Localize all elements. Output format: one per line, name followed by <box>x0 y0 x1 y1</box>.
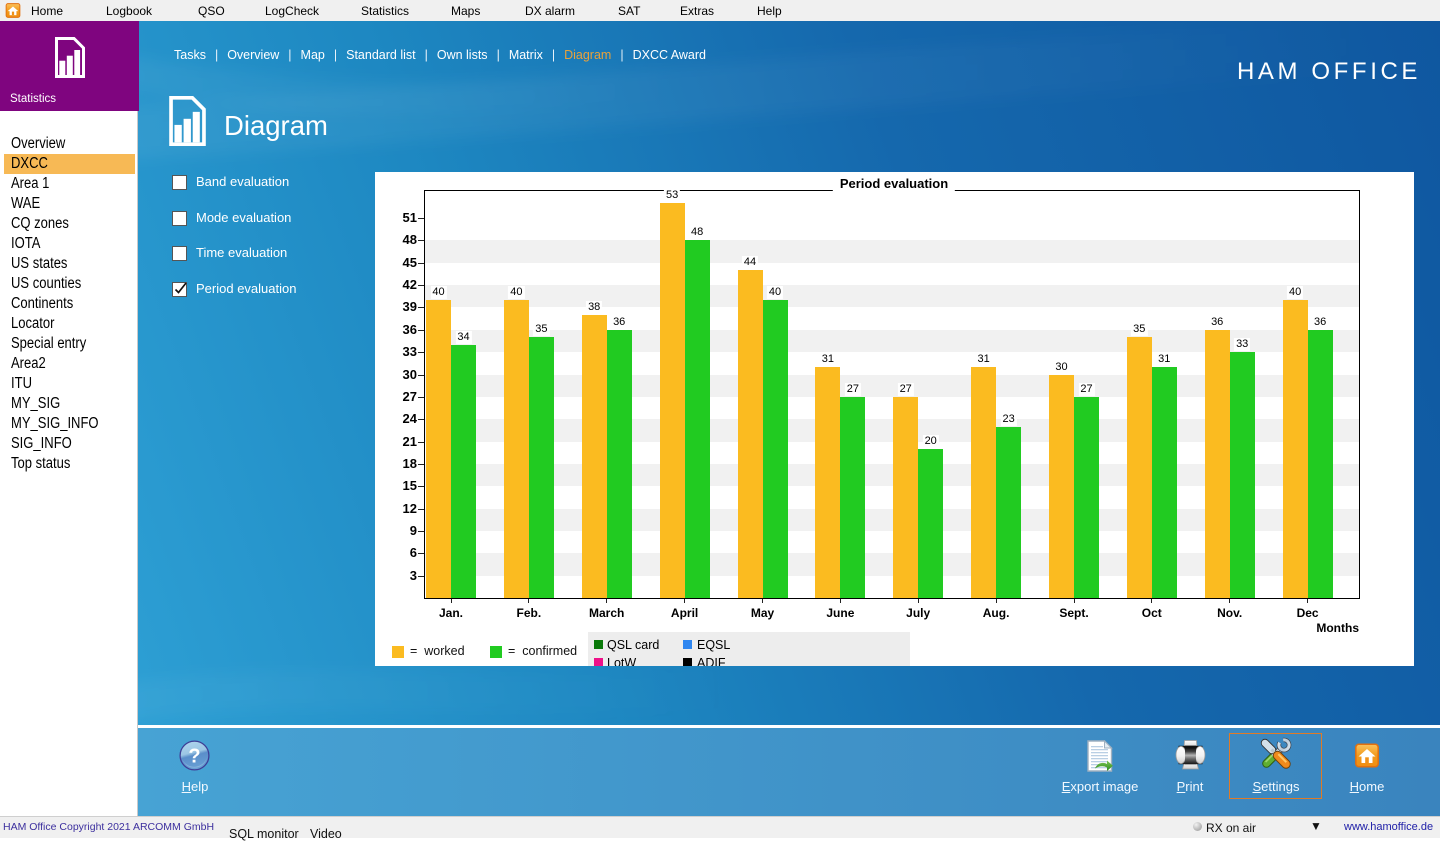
svg-text:?: ? <box>188 746 200 768</box>
